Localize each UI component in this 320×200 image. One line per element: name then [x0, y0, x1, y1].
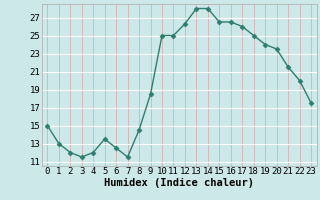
X-axis label: Humidex (Indice chaleur): Humidex (Indice chaleur): [104, 178, 254, 188]
